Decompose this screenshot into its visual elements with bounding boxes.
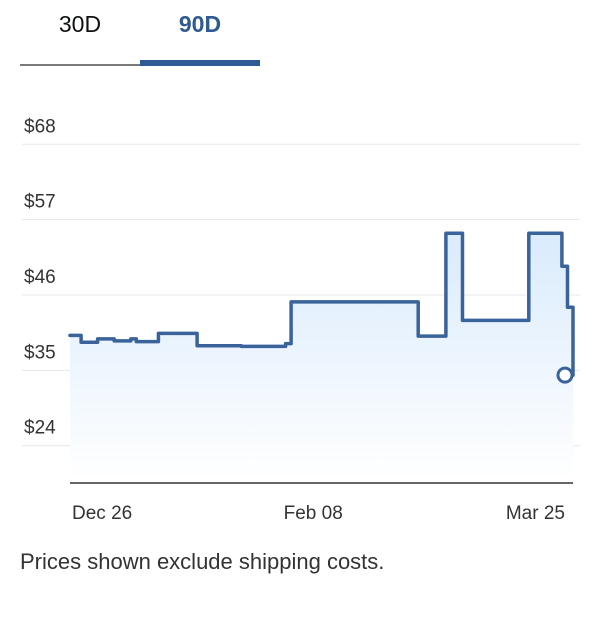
y-tick-label: $35 [24, 342, 56, 363]
tab-30d[interactable]: 30D [20, 0, 140, 66]
tab-90d[interactable]: 90D [140, 0, 260, 66]
x-axis-tick-labels: Dec 26 Feb 08 Mar 25 [72, 503, 565, 524]
x-tick-label: Dec 26 [72, 503, 132, 524]
y-tick-label: $68 [24, 116, 56, 137]
y-tick-label: $46 [24, 267, 56, 288]
price-line [68, 231, 575, 377]
range-tabs: 30D 90D [20, 0, 602, 66]
shipping-note: Prices shown exclude shipping costs. [20, 549, 385, 574]
current-price-marker[interactable] [556, 366, 574, 384]
x-tick-label: Feb 08 [284, 503, 343, 524]
x-tick-label: Mar 25 [506, 503, 565, 524]
y-tick-label: $24 [24, 418, 56, 439]
y-tick-label: $57 [24, 192, 56, 213]
y-axis-tick-labels: $68 $57 $46 $35 $24 [24, 116, 56, 438]
price-area-fill [70, 233, 573, 480]
price-history-chart: $68 $57 $46 $35 $24 Dec 26 Feb 08 Mar 25 [22, 116, 580, 524]
